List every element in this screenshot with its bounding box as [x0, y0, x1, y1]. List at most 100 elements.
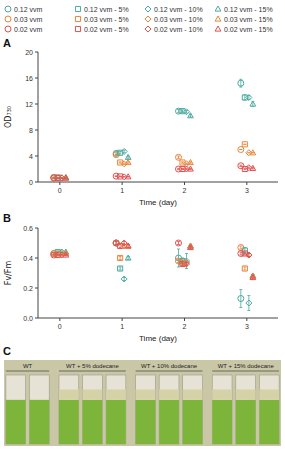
y-tick	[35, 182, 38, 183]
series	[59, 243, 252, 266]
dodecane-layer	[159, 389, 179, 399]
point	[242, 266, 247, 271]
bottle	[59, 375, 79, 444]
photo-background	[4, 360, 281, 446]
legend-label: 0.02 vvm - 5%	[84, 26, 129, 33]
x-tick	[184, 318, 185, 321]
x-tick-label: 0	[58, 323, 62, 330]
series	[55, 251, 247, 271]
point	[125, 243, 131, 248]
point	[238, 163, 244, 169]
x-tick-label: 3	[245, 323, 249, 330]
error-bar	[60, 177, 63, 179]
x-tick	[59, 182, 60, 185]
group-label: WT	[23, 363, 33, 369]
series	[59, 249, 252, 311]
error-bar	[243, 168, 246, 169]
series	[63, 243, 256, 278]
plot-area	[51, 240, 256, 311]
y-axis	[38, 52, 39, 182]
y-axis	[38, 228, 39, 318]
panel-letter: B	[3, 212, 11, 224]
liquid	[59, 400, 79, 444]
point	[118, 266, 123, 271]
y-axis-label: Fv/Fm	[4, 261, 13, 286]
y-tick-label: 0.4	[23, 255, 33, 262]
y-tick-label: 8	[29, 127, 33, 134]
group-bracket	[6, 371, 49, 372]
bottle	[159, 375, 179, 444]
y-tick-label: 0.6	[23, 225, 33, 232]
panel: B01230.00.20.40.6Time (day)Fv/Fm	[3, 212, 278, 343]
legend-marker	[145, 16, 151, 22]
figure: A0123048121620Time (day)OD₇₃₀0.12 vvm0.0…	[0, 0, 285, 450]
liquid	[6, 400, 26, 444]
point	[183, 261, 189, 267]
point	[188, 113, 194, 118]
point	[246, 252, 252, 258]
point	[250, 150, 256, 155]
point	[238, 147, 244, 153]
legend-label: 0.12 vvm - 15%	[224, 6, 273, 13]
series	[59, 95, 252, 181]
error-bar	[243, 267, 246, 270]
group-bracket	[136, 371, 203, 372]
series	[55, 142, 247, 181]
y-tick	[35, 258, 38, 259]
x-tick-label: 0	[58, 187, 62, 194]
series	[51, 240, 244, 264]
legend-marker	[215, 16, 221, 21]
plot-area	[51, 79, 256, 181]
y-tick	[35, 104, 38, 105]
dodecane-layer	[136, 389, 156, 399]
x-tick-label: 2	[183, 323, 187, 330]
legend-label: 0.03 vvm - 15%	[224, 16, 273, 23]
bottle	[259, 375, 279, 444]
legend-label: 0.12 vvm	[14, 6, 43, 13]
error-bar	[247, 296, 250, 311]
x-tick	[184, 182, 185, 185]
x-tick	[59, 318, 60, 321]
point	[250, 101, 256, 106]
series	[59, 150, 252, 181]
error-bar	[123, 150, 126, 153]
point	[183, 109, 189, 115]
point	[125, 160, 131, 165]
x-axis	[38, 318, 278, 319]
dodecane-layer	[59, 389, 79, 399]
y-tick-label: 0.0	[23, 315, 33, 322]
legend-label: 0.03 vvm - 10%	[154, 16, 203, 23]
point	[246, 300, 252, 306]
y-tick-label: 12	[25, 101, 33, 108]
point	[175, 154, 181, 160]
point	[125, 255, 131, 260]
series	[63, 101, 256, 180]
y-tick	[35, 318, 38, 319]
error-bar	[247, 254, 250, 257]
point	[188, 160, 194, 165]
error-bar	[247, 167, 250, 168]
liquid	[29, 400, 49, 444]
x-tick-label: 1	[120, 187, 124, 194]
bottle-group	[212, 375, 279, 444]
x-tick-label: 3	[245, 187, 249, 194]
series	[51, 240, 244, 258]
error-bar	[119, 267, 122, 270]
series	[55, 248, 247, 272]
error-bar	[60, 177, 63, 179]
series	[63, 243, 256, 278]
panel: A0123048121620Time (day)OD₇₃₀	[3, 37, 278, 207]
point	[121, 276, 127, 282]
point	[250, 275, 256, 280]
y-tick-label: 16	[25, 75, 33, 82]
y-tick	[35, 78, 38, 79]
series	[63, 150, 256, 180]
liquid	[159, 400, 179, 444]
error-bar	[247, 254, 250, 257]
point	[238, 80, 244, 86]
point	[246, 165, 252, 171]
series	[55, 243, 247, 266]
legend-marker	[75, 16, 80, 21]
y-tick-label: 4	[29, 153, 33, 160]
legend-label: 0.03 vvm	[14, 16, 43, 23]
